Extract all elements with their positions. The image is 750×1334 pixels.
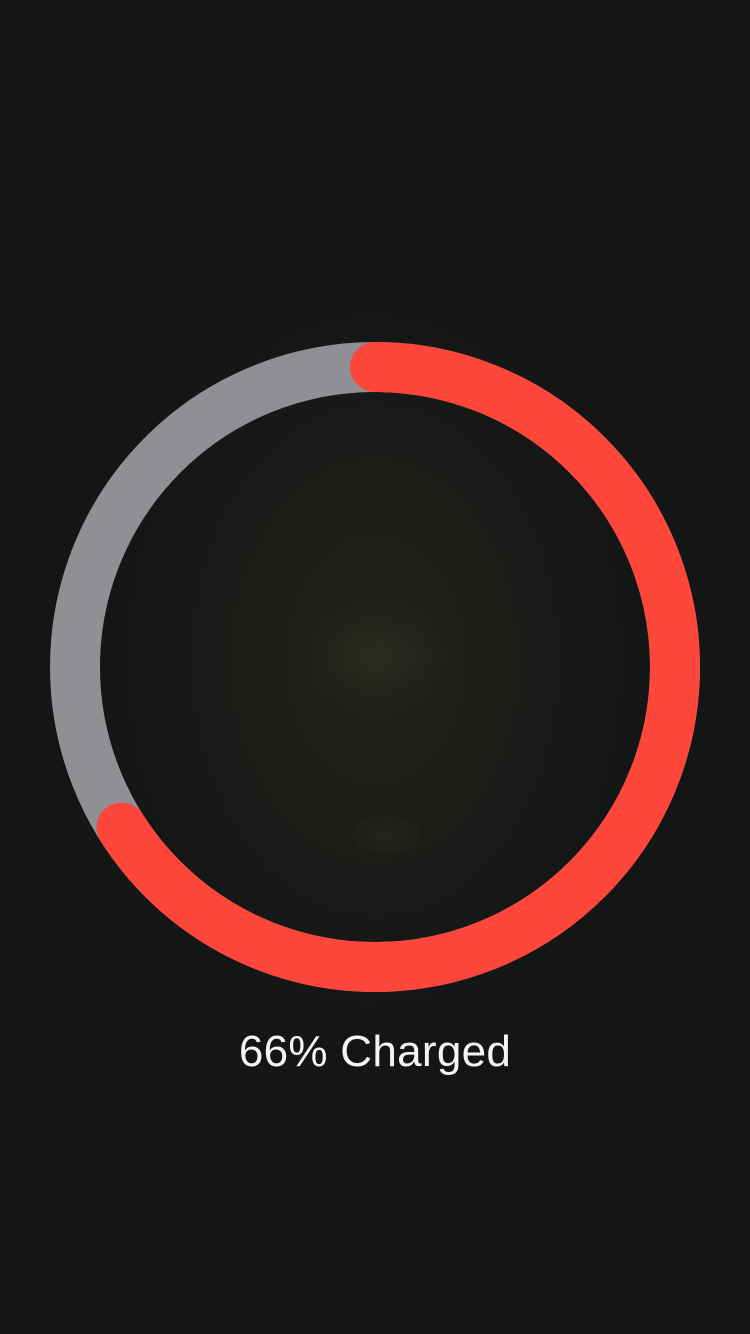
battery-ring-svg — [50, 342, 700, 992]
battery-ring — [50, 342, 700, 992]
charge-status-label: 66% Charged — [238, 1027, 512, 1076]
battery-ring-progress — [50, 342, 700, 992]
center-glow — [295, 600, 465, 710]
lower-glow — [352, 815, 422, 855]
